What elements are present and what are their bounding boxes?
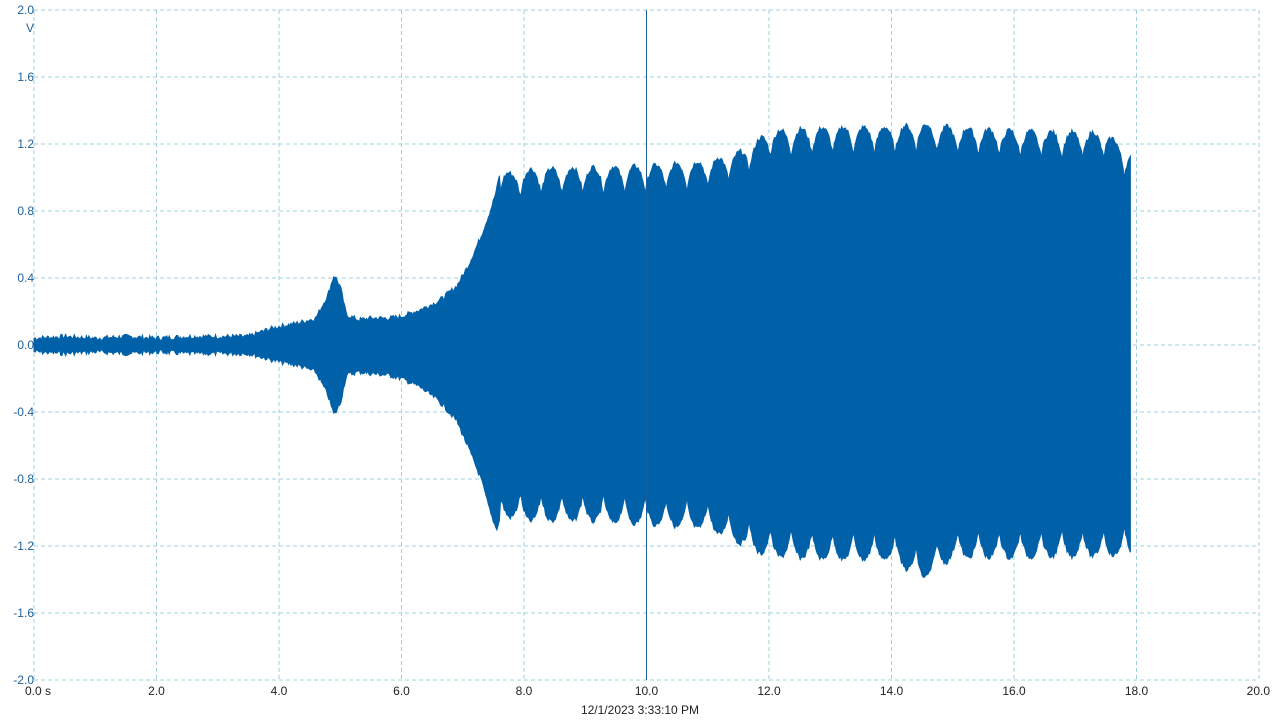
y-tick-label: -2.0 bbox=[13, 673, 34, 687]
x-tick-label: 12.0 bbox=[757, 684, 781, 698]
y-tick-label: -1.2 bbox=[13, 539, 34, 553]
y-tick-label: 2.0 bbox=[17, 3, 34, 17]
y-tick-label: 0.4 bbox=[17, 271, 34, 285]
x-axis: 0.0 s 2.0 4.0 6.0 8.0 10.0 12.0 14.0 16.0 18.0 20.… bbox=[25, 684, 1270, 698]
waveform-trace bbox=[33, 122, 1131, 578]
y-tick-label: -0.8 bbox=[13, 472, 34, 486]
x-tick-label: 20.0 bbox=[1247, 684, 1271, 698]
y-tick-label: 0.0 bbox=[17, 338, 34, 352]
x-tick-label: 14.0 bbox=[880, 684, 904, 698]
x-tick-label: 18.0 bbox=[1125, 684, 1149, 698]
y-axis: 2.0 1.6 1.2 0.8 0.4 0.0 -0.4 -0.8 -1.2 -1.6 -2.0 bbox=[13, 3, 34, 687]
x-tick-label: 6.0 bbox=[393, 684, 410, 698]
y-unit-label: V bbox=[26, 21, 34, 35]
y-tick-label: 0.8 bbox=[17, 204, 34, 218]
x-tick-label: 4.0 bbox=[271, 684, 288, 698]
y-tick-label: -1.6 bbox=[13, 606, 34, 620]
y-tick-label: -0.4 bbox=[13, 405, 34, 419]
series-0-envelope bbox=[33, 122, 1131, 578]
capture-timestamp: 12/1/2023 3:33:10 PM bbox=[581, 703, 699, 717]
x-tick-label: 10.0 bbox=[635, 684, 659, 698]
x-tick-label: 2.0 bbox=[148, 684, 165, 698]
x-tick-label: 16.0 bbox=[1002, 684, 1026, 698]
x-tick-label: 0.0 s bbox=[25, 684, 51, 698]
x-tick-label: 8.0 bbox=[516, 684, 533, 698]
y-tick-label: 1.2 bbox=[17, 137, 34, 151]
y-tick-label: 1.6 bbox=[17, 70, 34, 84]
